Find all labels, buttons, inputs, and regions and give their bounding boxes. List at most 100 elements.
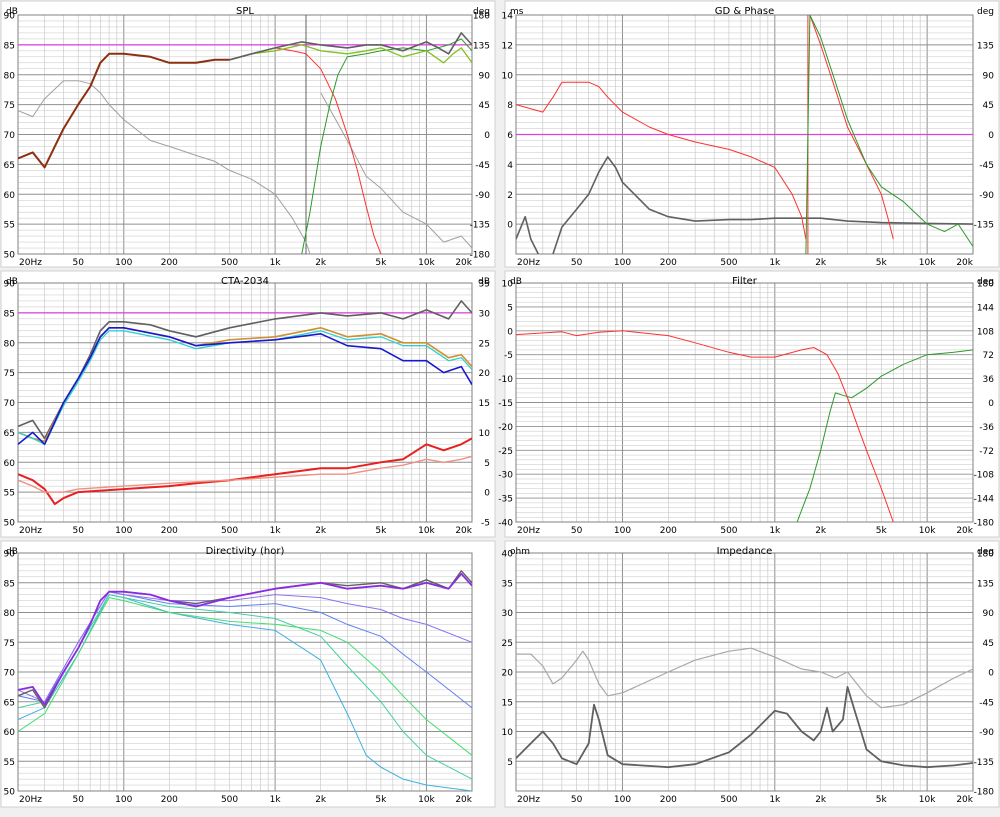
y-tick-left: -10: [498, 375, 513, 385]
y-tick-left: -25: [498, 447, 513, 457]
y-tick-left: 85: [4, 309, 15, 319]
y-tick-left: 25: [502, 639, 513, 649]
y-tick-left: -15: [498, 399, 513, 409]
y-tick-right: 180: [977, 280, 994, 290]
right-unit-label: deg: [977, 277, 994, 287]
y-tick-left: 8: [507, 101, 513, 111]
y-tick-left: 30: [502, 609, 514, 619]
x-tick-label: 1k: [769, 526, 781, 536]
x-tick-label: 500: [720, 258, 737, 268]
series-line-3: [809, 15, 894, 240]
x-tick-label: 20Hz: [19, 526, 42, 536]
x-tick-label: 5k: [876, 795, 888, 805]
chart-filter: Filter dB deg -40 -35 -30 -25 -20 -15 -10 -5 0 5 10 -1…: [498, 270, 1000, 538]
y-tick-right: 0: [988, 399, 994, 409]
x-tick-label: 500: [720, 795, 737, 805]
x-tick-label: 500: [720, 526, 737, 536]
y-tick-left: 60: [4, 191, 16, 201]
x-tick-label: 2k: [315, 526, 327, 536]
x-tick-label: 20k: [455, 526, 472, 536]
y-tick-left: 55: [4, 221, 15, 231]
x-tick-label: 10k: [919, 526, 936, 536]
series-line-2: [18, 330, 472, 445]
y-tick-left: 75: [4, 369, 15, 379]
x-tick-label: 10k: [418, 258, 435, 268]
x-tick-label: 10k: [919, 258, 936, 268]
y-tick-right: 135: [473, 41, 490, 51]
panel-frame: [0, 0, 496, 268]
x-tick-label: 20k: [455, 258, 472, 268]
y-tick-right: 5: [484, 459, 490, 469]
series-line-1: [796, 349, 973, 522]
y-tick-left: 20: [502, 669, 514, 679]
x-tick-label: 100: [115, 795, 132, 805]
series-line-2: [275, 47, 382, 254]
series-group: [18, 300, 472, 506]
y-tick-left: 80: [4, 339, 16, 349]
y-tick-right: -180: [974, 519, 995, 529]
series-line-4: [809, 15, 973, 247]
y-tick-right: 45: [983, 101, 994, 111]
y-tick-left: 90: [4, 12, 16, 22]
y-tick-left: 10: [502, 71, 514, 81]
series-line-0: [516, 215, 540, 254]
right-unit-label: deg: [977, 547, 994, 557]
y-tick-right: 25: [479, 339, 490, 349]
series-line-1: [516, 686, 973, 769]
y-tick-left: -40: [498, 519, 513, 529]
y-tick-left: 75: [4, 639, 15, 649]
chart-title: Impedance: [717, 546, 773, 557]
series-line-0: [516, 647, 973, 709]
left-unit-label: dB: [6, 7, 18, 17]
y-tick-right: -5: [481, 519, 490, 529]
y-tick-left: 70: [4, 669, 16, 679]
x-tick-label: 2k: [815, 795, 827, 805]
y-tick-left: 4: [507, 161, 513, 171]
plot-border: [515, 552, 974, 792]
left-unit-label: dB: [510, 277, 522, 287]
y-tick-right: 10: [479, 429, 491, 439]
y-tick-right: -108: [974, 471, 995, 481]
y-tick-left: 65: [4, 698, 15, 708]
x-tick-label: 200: [660, 258, 677, 268]
series-line-2: [516, 81, 807, 240]
y-tick-right: 0: [988, 669, 994, 679]
y-tick-left: 60: [4, 728, 16, 738]
chart-impedance: Impedance ohm deg 5 10 15 20 25 30 35 40 -180 -135 -9…: [502, 540, 1000, 808]
series-line-3: [301, 38, 472, 254]
y-tick-left: 50: [4, 788, 16, 798]
panel-frame: [504, 270, 1000, 538]
chart-cta2034: CTA-2034 dB dB 50 55 60 65 70 75 80 85 90 -5 0 5 10 15 20…: [0, 270, 496, 538]
series-line-0: [18, 80, 311, 254]
x-tick-label: 5k: [375, 526, 387, 536]
y-tick-right: 36: [983, 375, 995, 385]
chart-title: Filter: [732, 276, 758, 287]
y-tick-left: 75: [4, 101, 15, 111]
y-tick-left: 60: [4, 459, 16, 469]
y-tick-left: 85: [4, 41, 15, 51]
y-tick-right: 108: [977, 327, 994, 337]
x-tick-label: 50: [72, 526, 84, 536]
x-tick-label: 2k: [315, 258, 327, 268]
series-line-2: [18, 597, 472, 756]
y-tick-right: 180: [473, 12, 490, 22]
x-tick-label: 100: [115, 258, 132, 268]
y-tick-right: 0: [484, 489, 490, 499]
plot-border: [17, 14, 473, 255]
series-group: [516, 330, 973, 522]
panel-frame: [504, 540, 1000, 808]
y-tick-left: 0: [507, 221, 513, 231]
x-tick-label: 20k: [956, 795, 973, 805]
left-unit-label: ms: [510, 7, 524, 17]
y-tick-left: -20: [498, 423, 513, 433]
y-tick-left: 5: [507, 303, 513, 313]
chart-title: GD & Phase: [715, 6, 774, 17]
y-tick-right: 15: [479, 399, 490, 409]
y-tick-left: 2: [507, 191, 513, 201]
y-tick-right: 180: [977, 550, 994, 560]
x-tick-label: 500: [221, 795, 238, 805]
grid: [515, 282, 974, 523]
y-tick-left: 65: [4, 161, 15, 171]
y-tick-left: 90: [4, 550, 16, 560]
x-tick-label: 5k: [375, 258, 387, 268]
